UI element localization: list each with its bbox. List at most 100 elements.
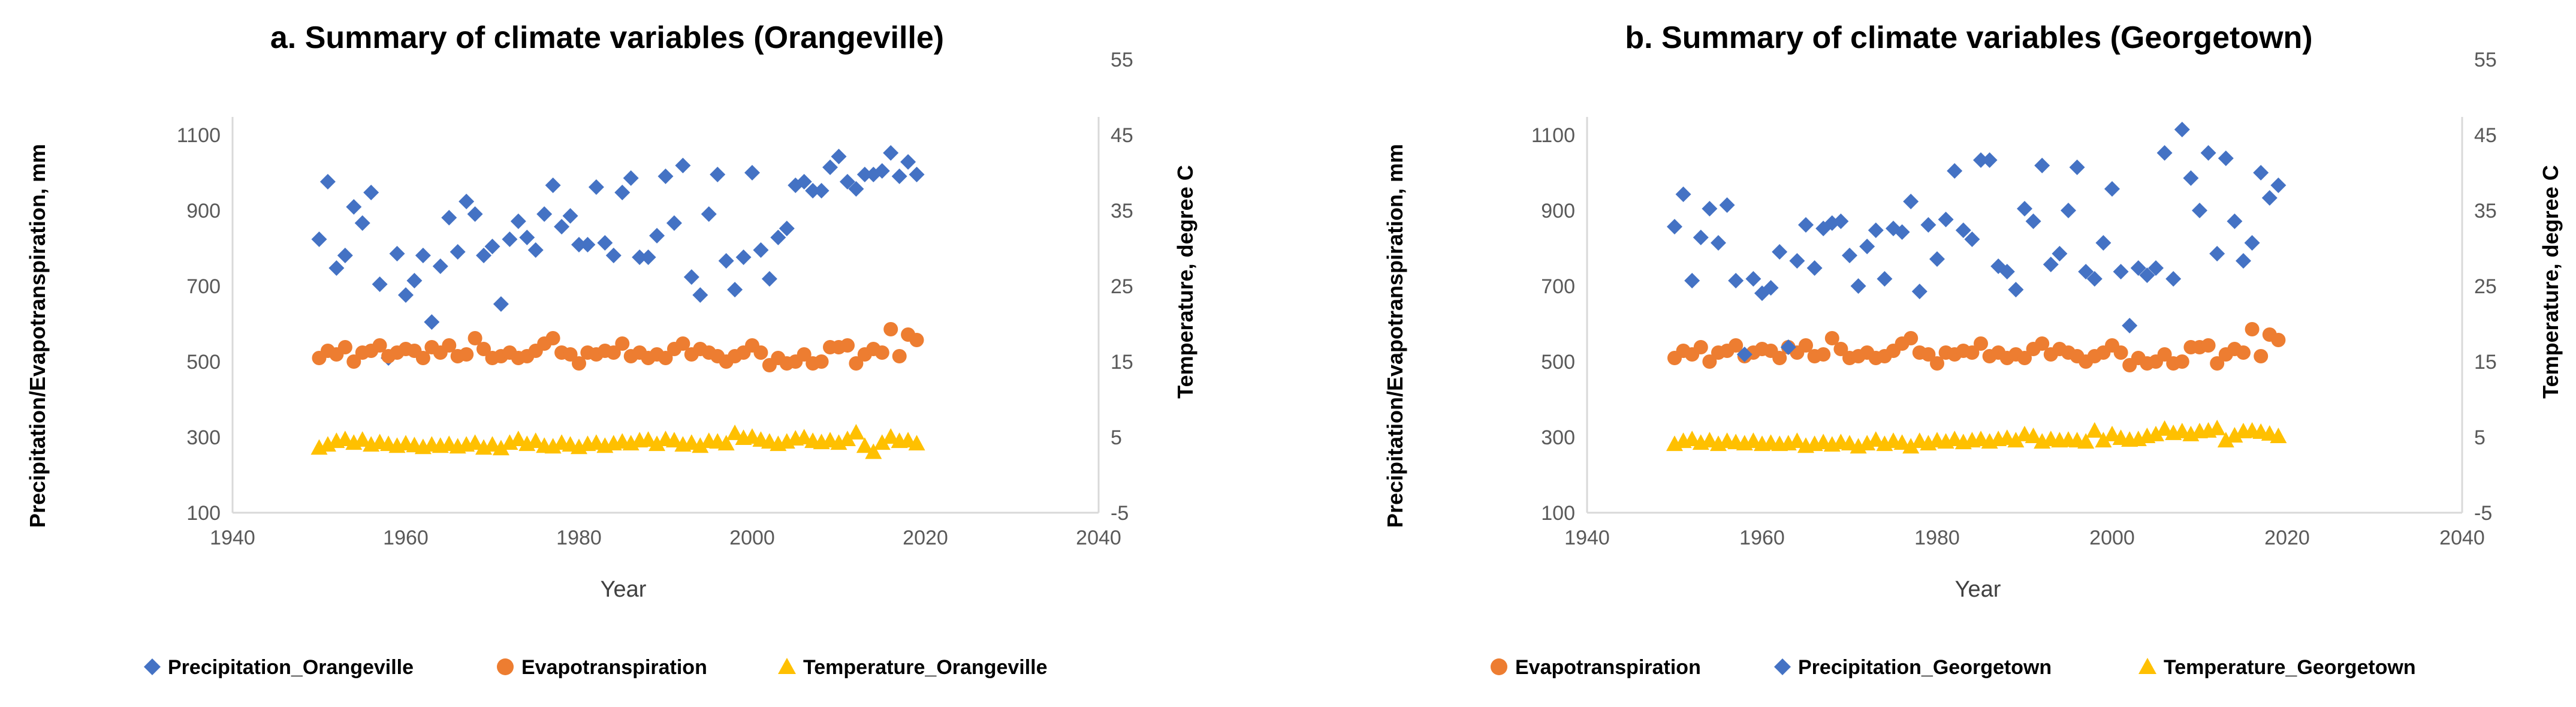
y2-tick-label: -5	[1111, 502, 1129, 525]
data-point-evapotranspiration	[415, 351, 430, 365]
x-tick-label: 1960	[1739, 527, 1785, 549]
x-axis-title-b: Year	[1955, 577, 2001, 602]
data-point-precipitation-orangeville	[588, 179, 604, 195]
data-point-temperature-orangeville	[484, 436, 501, 452]
data-point-precipitation-orangeville	[415, 248, 431, 263]
x-ticks-a: 1940 1960 1980 2000 2020 2040	[210, 527, 1121, 549]
data-point-precipitation-georgetown	[2261, 190, 2278, 206]
y2-tick-label: 15	[1111, 351, 1133, 374]
data-point-precipitation-orangeville	[554, 219, 570, 234]
data-point-temperature-georgetown	[1684, 431, 1701, 447]
x-tick-label: 2000	[2089, 527, 2135, 549]
data-point-evapotranspiration	[883, 322, 898, 336]
data-point-precipitation-georgetown	[2148, 260, 2164, 276]
data-point-precipitation-orangeville	[493, 296, 509, 312]
data-point-precipitation-orangeville	[744, 165, 760, 180]
triangle-marker-icon	[778, 658, 796, 674]
data-point-evapotranspiration	[2210, 356, 2225, 371]
data-point-evapotranspiration	[675, 336, 690, 351]
data-point-temperature-orangeville	[882, 428, 900, 444]
y-ticks-b: 100 300 500 700 900 1100	[1531, 124, 1575, 525]
data-point-precipitation-orangeville	[614, 185, 631, 200]
data-point-precipitation-georgetown	[1684, 273, 1700, 288]
data-point-temperature-georgetown	[2077, 433, 2095, 449]
data-point-evapotranspiration	[1930, 356, 1944, 371]
data-point-precipitation-georgetown	[1745, 271, 1761, 287]
data-point-precipitation-georgetown	[2017, 201, 2032, 216]
y-tick-label: 300	[1541, 426, 1575, 449]
series-precipitation-orangeville	[311, 145, 925, 366]
diamond-marker-icon	[144, 658, 161, 675]
data-point-precipitation-orangeville	[883, 145, 899, 161]
y-tick-label: 700	[1541, 275, 1575, 298]
y-tick-label: 1100	[1531, 124, 1575, 147]
data-point-evapotranspiration	[1729, 338, 1744, 353]
data-point-precipitation-orangeville	[753, 242, 769, 258]
data-point-precipitation-georgetown	[1850, 278, 1866, 294]
data-point-precipitation-georgetown	[1806, 260, 1823, 276]
data-point-evapotranspiration	[849, 356, 864, 371]
circle-marker-icon	[497, 658, 514, 675]
panel-a: a. Summary of climate variables (Orangev…	[25, 20, 1197, 679]
data-point-precipitation-georgetown	[1955, 222, 1971, 238]
legend-item-evapotranspiration: Evapotranspiration	[1491, 656, 1701, 679]
data-point-precipitation-orangeville	[406, 273, 423, 288]
data-point-precipitation-orangeville	[562, 208, 578, 224]
data-point-precipitation-orangeville	[527, 242, 544, 258]
data-point-precipitation-georgetown	[1667, 219, 1682, 234]
series-temperature-georgetown	[1666, 419, 2287, 454]
data-point-precipitation-orangeville	[605, 248, 622, 263]
data-point-evapotranspiration	[563, 347, 578, 362]
y-axis-title-b: Precipitation/Evapotranspiration, mm	[1383, 144, 1407, 528]
data-point-evapotranspiration	[1904, 331, 1919, 345]
data-point-precipitation-orangeville	[424, 314, 440, 330]
data-point-precipitation-georgetown	[2209, 246, 2225, 261]
data-point-precipitation-georgetown	[1859, 239, 1875, 254]
x-ticks-b: 1940 1960 1980 2000 2020 2040	[1564, 527, 2485, 549]
x-tick-label: 1980	[1914, 527, 1960, 549]
data-point-precipitation-georgetown	[1842, 248, 1857, 263]
x-tick-label: 2020	[2264, 527, 2310, 549]
data-point-precipitation-georgetown	[1702, 201, 1718, 216]
y2-tick-label: 45	[2474, 124, 2497, 147]
data-point-evapotranspiration	[459, 347, 474, 362]
data-point-temperature-georgetown	[1867, 431, 1884, 447]
data-point-precipitation-georgetown	[1798, 217, 1814, 233]
data-point-precipitation-orangeville	[692, 287, 708, 303]
legend-label: Temperature_Orangeville	[803, 656, 1048, 679]
data-point-precipitation-georgetown	[1911, 284, 1928, 299]
data-point-precipitation-orangeville	[675, 158, 691, 173]
data-point-precipitation-georgetown	[2113, 264, 2129, 279]
data-point-precipitation-orangeville	[510, 213, 526, 229]
data-point-precipitation-orangeville	[727, 282, 743, 297]
data-point-precipitation-orangeville	[337, 248, 353, 263]
data-point-precipitation-orangeville	[519, 230, 535, 245]
data-point-evapotranspiration	[840, 338, 855, 353]
legend-item-temperature: Temperature_Georgetown	[2138, 656, 2416, 679]
data-point-precipitation-georgetown	[1833, 213, 1849, 229]
data-point-precipitation-georgetown	[1789, 253, 1805, 269]
data-point-evapotranspiration	[1816, 347, 1831, 362]
data-point-precipitation-orangeville	[735, 249, 752, 265]
legend-b: Evapotranspiration Precipitation_Georget…	[1491, 656, 2416, 679]
data-point-temperature-orangeville	[527, 432, 544, 449]
x-tick-label: 1980	[556, 527, 602, 549]
y2-tick-label: 25	[2474, 275, 2497, 298]
x-tick-label: 2040	[1076, 527, 1121, 549]
y-ticks-a: 100 300 500 700 900 1100	[177, 124, 221, 525]
y2-tick-label: 5	[2474, 426, 2485, 449]
data-point-temperature-georgetown	[2025, 428, 2042, 443]
data-point-precipitation-orangeville	[900, 154, 916, 170]
data-point-precipitation-orangeville	[909, 167, 925, 182]
data-point-temperature-georgetown	[2104, 426, 2120, 441]
data-point-precipitation-orangeville	[761, 271, 777, 287]
data-point-temperature-orangeville	[838, 431, 856, 447]
legend-item-evapotranspiration: Evapotranspiration	[497, 656, 707, 679]
data-point-evapotranspiration	[658, 351, 673, 365]
data-point-temperature-orangeville	[865, 443, 882, 459]
data-point-precipitation-georgetown	[1973, 152, 1989, 168]
data-point-evapotranspiration	[1799, 338, 1813, 353]
data-point-precipitation-georgetown	[1868, 222, 1884, 238]
y2-tick-label: 45	[1111, 124, 1133, 147]
data-point-precipitation-georgetown	[1929, 251, 1945, 267]
